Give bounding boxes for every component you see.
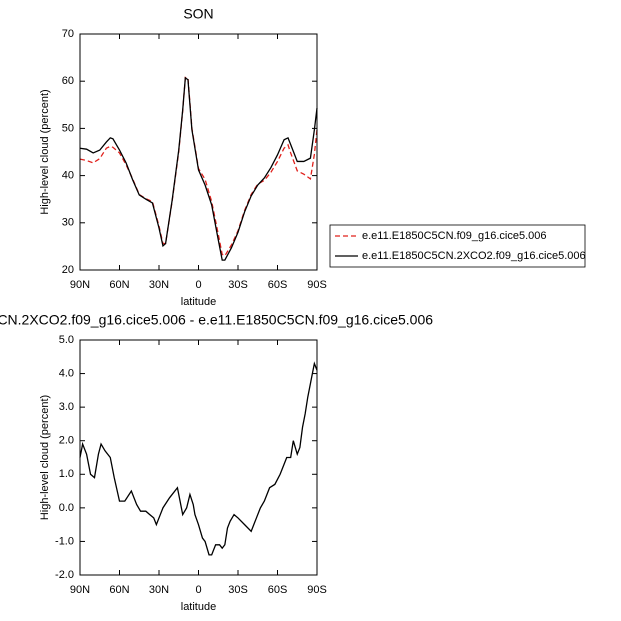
- y-axis-label: High-level cloud (percent): [39, 89, 51, 214]
- plot-frame: [79, 339, 318, 576]
- y-tick-label: 1.0: [59, 468, 74, 480]
- y-tick-label: 2.0: [59, 435, 74, 447]
- chart-title: SON: [183, 6, 213, 22]
- legend-frame: [329, 224, 586, 268]
- y-tick-label: 60: [62, 75, 74, 87]
- y-tick-label: 30: [62, 217, 74, 229]
- y-tick-label: 50: [62, 122, 74, 134]
- x-tick-label: 60S: [268, 584, 288, 596]
- x-axis-label: latitude: [181, 296, 216, 308]
- x-tick-label: 0: [195, 279, 201, 291]
- chart-title: 50C5CN.2XCO2.f09_g16.cice5.006 - e.e11.E…: [0, 312, 433, 328]
- legend-label: e.e11.E1850C5CN.2XCO2.f09_g16.cice5.006: [362, 250, 586, 262]
- x-tick-label: 30S: [228, 279, 248, 291]
- x-tick-label: 60N: [109, 584, 129, 596]
- legend-label: e.e11.E1850C5CN.f09_g16.cice5.006: [362, 230, 547, 242]
- y-tick-label: 20: [62, 264, 74, 276]
- x-tick-label: 30S: [228, 584, 248, 596]
- x-axis-label: latitude: [181, 601, 216, 613]
- legend: e.e11.E1850C5CN.f09_g16.cice5.006 e.e11.E…: [329, 224, 586, 268]
- y-tick-label: 5.0: [59, 334, 74, 346]
- y-tick-label: 4.0: [59, 367, 74, 379]
- y-tick-label: 70: [62, 28, 74, 40]
- x-tick-label: 90N: [70, 279, 90, 291]
- x-tick-label: 0: [195, 584, 201, 596]
- plot-area: SON High-level cloud (percent) latitude 20 3…: [39, 6, 327, 308]
- plot-frame: [79, 33, 318, 271]
- data-line: [79, 361, 318, 556]
- x-tick-label: 90S: [307, 279, 327, 291]
- plot-area: 50C5CN.2XCO2.f09_g16.cice5.006 - e.e11.E…: [0, 312, 433, 613]
- x-tick-label: 90N: [70, 584, 90, 596]
- y-tick-label: -1.0: [55, 535, 74, 547]
- x-tick-label: 60N: [109, 279, 129, 291]
- data-line: [79, 76, 318, 261]
- x-tick-label: 90S: [307, 584, 327, 596]
- y-tick-label: 3.0: [59, 401, 74, 413]
- x-tick-label: 30N: [149, 584, 169, 596]
- x-tick-label: 30N: [149, 279, 169, 291]
- x-tick-label: 60S: [268, 279, 288, 291]
- y-tick-label: -2.0: [55, 569, 74, 581]
- y-tick-label: 0.0: [59, 502, 74, 514]
- data-line: [79, 76, 318, 257]
- y-axis-label: High-level cloud (percent): [39, 395, 51, 520]
- y-tick-label: 40: [62, 170, 74, 182]
